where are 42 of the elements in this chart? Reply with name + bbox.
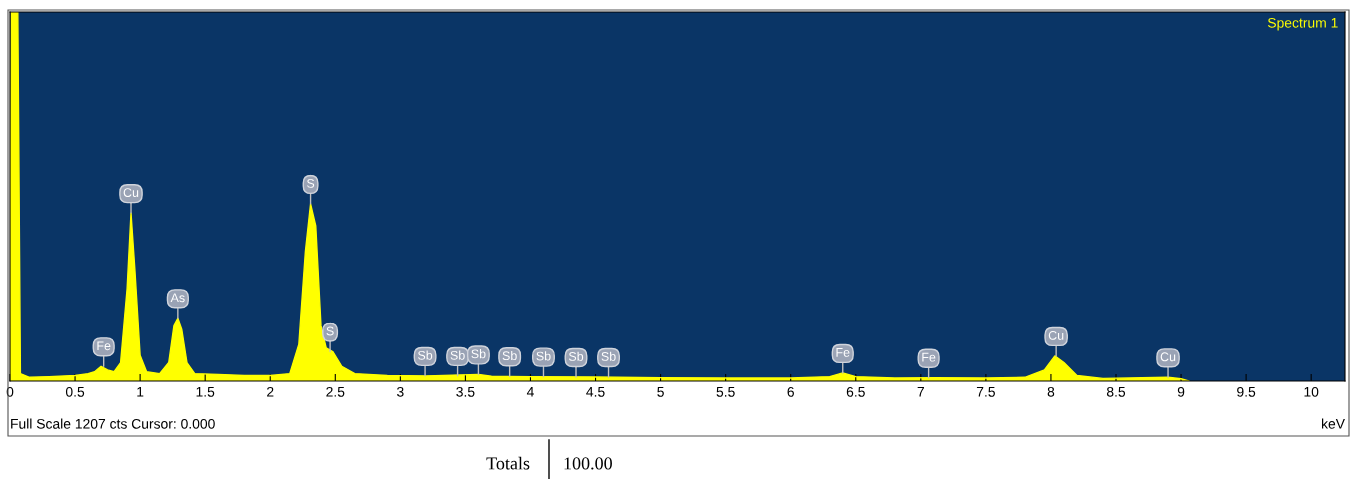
x-tick-label: 7 [917, 387, 924, 397]
x-tick-label: 9 [1177, 386, 1185, 397]
x-tick-label: 6 [787, 386, 794, 397]
annotation: Sb [601, 351, 616, 361]
annotation: As [170, 293, 185, 303]
annotation: Sb [450, 350, 465, 360]
annotation: S [326, 326, 334, 336]
text: 100.00 [564, 457, 612, 470]
annotation: Sb [502, 350, 517, 361]
annotation: Cu [1048, 330, 1064, 340]
x-tick-label: 7.5 [976, 387, 995, 397]
x-tick-label: 1 [137, 387, 144, 397]
annotation: Fe [97, 341, 111, 351]
x-tick-label: 9.5 [1237, 386, 1256, 397]
annotation: Cu [123, 188, 139, 198]
text: Totals [486, 456, 530, 470]
annotation: Cu [1160, 352, 1176, 362]
x-tick-label: 4.5 [586, 387, 605, 397]
x-tick-label: 1.5 [196, 387, 215, 397]
x-tick-label: 5 [657, 387, 664, 397]
annotation: Sb [568, 351, 584, 361]
x-tick-label: 8 [1047, 386, 1055, 397]
annotation: Sb [536, 351, 551, 361]
x-tick-label: 3 [397, 386, 404, 397]
x-tick-label: 5.5 [716, 387, 735, 397]
x-tick-label: 4 [526, 387, 534, 397]
annotation: Sb [471, 349, 486, 359]
annotation: S [306, 178, 315, 188]
x-tick-label: 3.5 [456, 386, 475, 397]
x-tick-label: 0.5 [65, 386, 85, 397]
x-tick-label: 0 [6, 386, 14, 397]
x-tick-label: 6.5 [846, 386, 865, 397]
x-tick-label: 8.5 [1106, 386, 1126, 397]
annotation: Sb [418, 350, 433, 360]
x-tick-label: 2 [267, 386, 274, 397]
x-axis-title: keV [1322, 418, 1345, 429]
text: Full Scale 1207 cts Cursor: 0.000 [11, 418, 215, 429]
x-tick-label: 10 [1304, 386, 1319, 397]
chart-title: Spectrum 1 [1267, 17, 1338, 31]
annotation: Fe [836, 348, 850, 357]
annotation: Fe [922, 352, 936, 362]
x-tick-label: 2.5 [326, 386, 345, 397]
